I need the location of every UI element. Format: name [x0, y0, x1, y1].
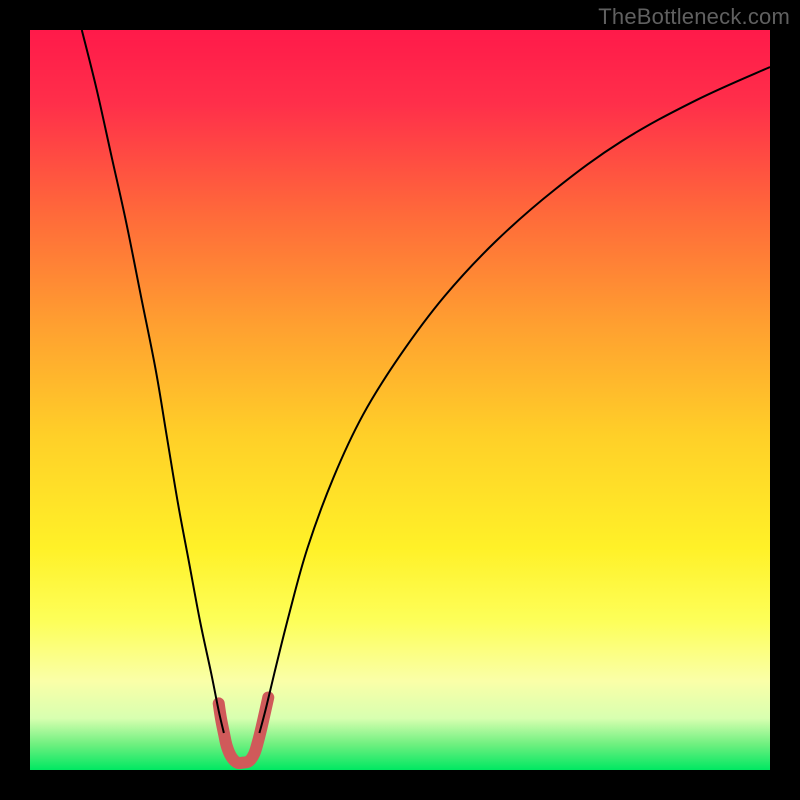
watermark-text: TheBottleneck.com: [598, 4, 790, 30]
chart-svg: [30, 30, 770, 770]
plot-area: [30, 30, 770, 770]
chart-frame: TheBottleneck.com: [0, 0, 800, 800]
chart-background: [30, 30, 770, 770]
